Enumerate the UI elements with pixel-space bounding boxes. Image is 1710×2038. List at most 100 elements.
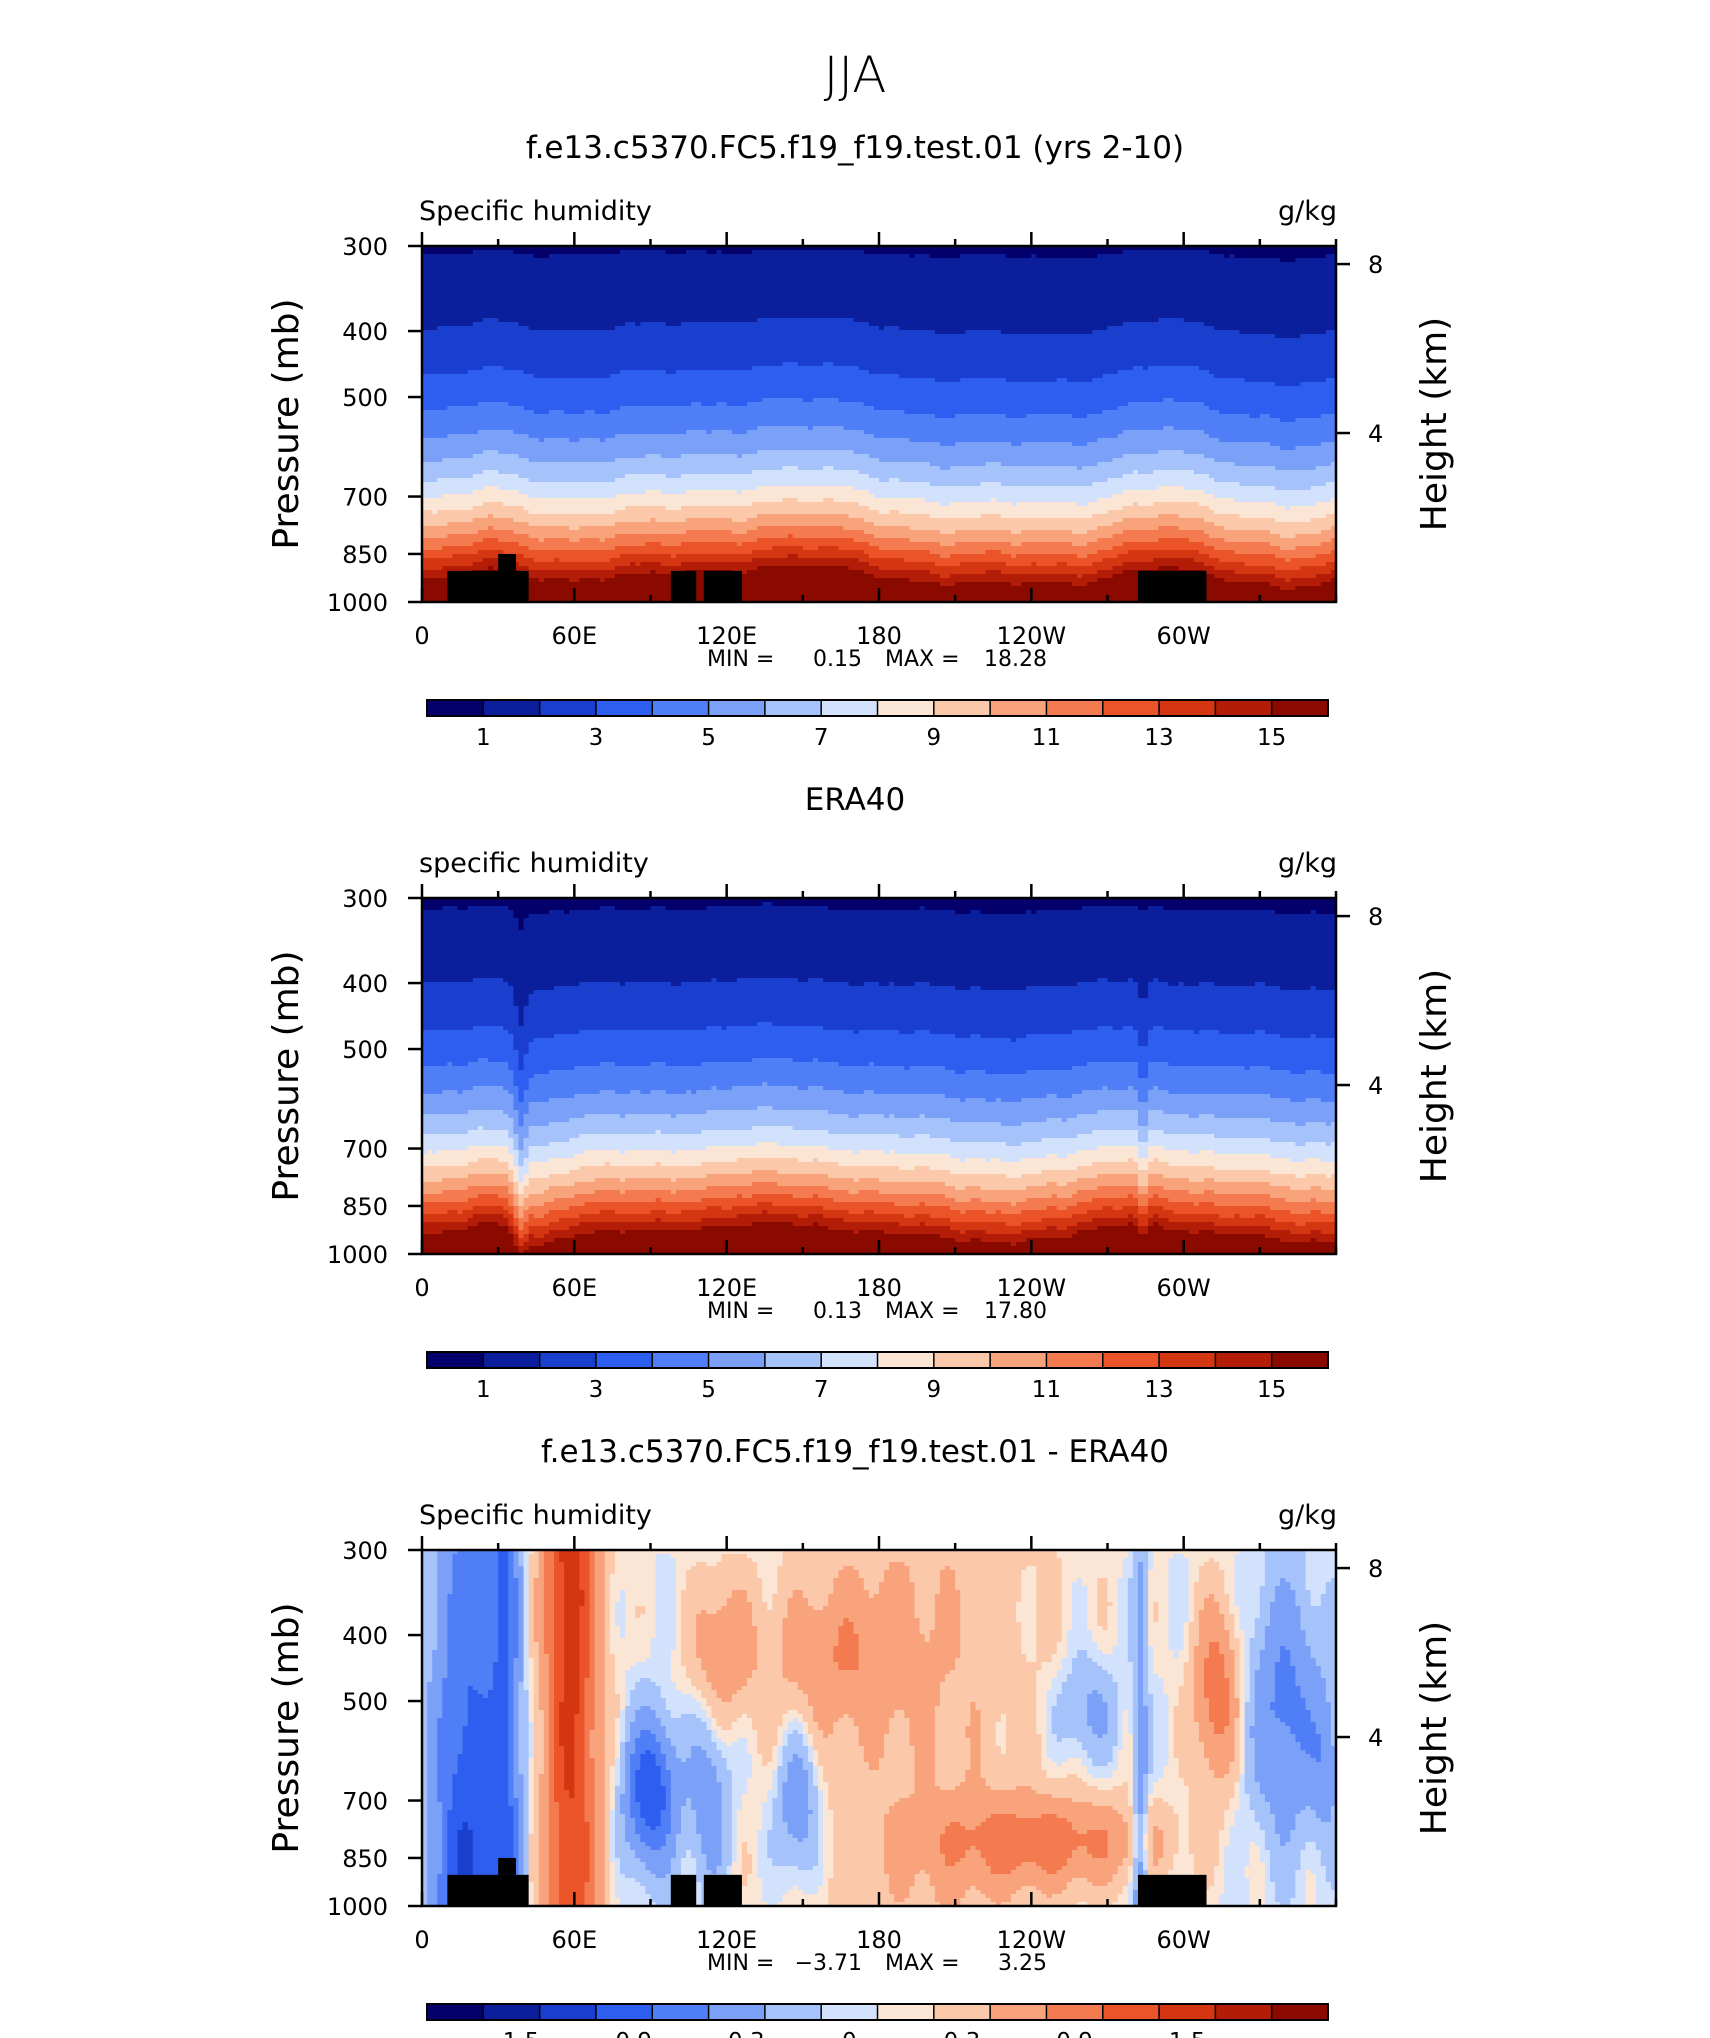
contour-cell: [1234, 1630, 1246, 1635]
contour-cell: [1158, 1602, 1170, 1607]
contour-cell: [548, 1746, 555, 1751]
contour-cell: [533, 1706, 540, 1711]
contour-cell: [1036, 1670, 1058, 1675]
contour-cell: [797, 1682, 941, 1687]
contour-cell: [818, 1194, 946, 1199]
contour-cell: [422, 1578, 438, 1583]
contour-cell: [447, 1210, 459, 1215]
contour-cell: [995, 1098, 1002, 1103]
contour-cell: [691, 1754, 707, 1759]
contour-cell: [650, 1638, 677, 1643]
contour-cell: [422, 1682, 428, 1687]
contour-cell: [680, 1210, 763, 1215]
contour-cell: [1290, 1158, 1307, 1163]
contour-cell: [686, 530, 733, 535]
contour-cell: [533, 1074, 1139, 1079]
contour-cell: [554, 1646, 565, 1651]
contour-cell: [1087, 1618, 1098, 1623]
contour-cell: [1082, 906, 1139, 911]
contour-cell: [777, 1758, 784, 1763]
contour-cell: [604, 1758, 616, 1763]
contour-cell: [422, 1738, 428, 1743]
colorbar-swatch: [1102, 700, 1160, 716]
contour-cell: [1137, 1670, 1144, 1675]
contour-cell: [1153, 1782, 1185, 1787]
contour-cell: [422, 958, 1337, 963]
contour-cell: [1071, 582, 1088, 587]
contour-cell: [1112, 1746, 1124, 1751]
contour-cell: [1315, 1662, 1337, 1667]
contour-cell: [528, 1778, 535, 1783]
contour-cell: [1066, 1674, 1114, 1679]
contour-cell: [528, 1590, 535, 1595]
contour-cell: [1239, 1694, 1246, 1699]
contour-cell: [422, 1558, 438, 1563]
contour-cell: [1132, 1754, 1139, 1759]
contour-cell: [1183, 1662, 1195, 1667]
contour-cell: [528, 1602, 535, 1607]
contour-cell: [447, 522, 530, 527]
contour-cell: [422, 1026, 474, 1031]
contour-cell: [1153, 1750, 1170, 1755]
contour-cell: [1041, 1666, 1063, 1671]
contour-cell: [1127, 1582, 1139, 1587]
contour-cell: [620, 1714, 626, 1719]
contour-cell: [1224, 1774, 1241, 1779]
contour-cell: [1168, 1646, 1185, 1651]
contour-cell: [655, 1574, 677, 1579]
contour-cell: [543, 1758, 550, 1763]
contour-cell: [1239, 1754, 1246, 1759]
contour-cell: [752, 1754, 763, 1759]
contour-cell: [1300, 1690, 1327, 1695]
contour-cell: [1280, 1034, 1312, 1039]
contour-cell: [655, 1198, 662, 1203]
contour-cell: [1214, 1178, 1337, 1183]
contour-cell: [1198, 1738, 1236, 1743]
contour-cell: [752, 1614, 789, 1619]
contour-cell: [1127, 1626, 1139, 1631]
contour-cell: [731, 430, 748, 435]
contour-cell: [635, 1778, 662, 1783]
contour-cell: [1193, 558, 1220, 563]
contour-cell: [731, 530, 748, 535]
contour-cell: [1214, 494, 1337, 499]
contour-cell: [554, 1606, 565, 1611]
contour-cell: [1026, 1186, 1098, 1191]
contour-cell: [569, 1170, 753, 1175]
contour-cell: [523, 1622, 530, 1627]
contour-cell: [645, 1606, 657, 1611]
contour-cell: [818, 1158, 961, 1163]
contour-cell: [965, 1734, 982, 1739]
contour-cell: [1102, 410, 1220, 415]
contour-cell: [625, 1598, 657, 1603]
contour-cell: [1148, 1766, 1154, 1771]
contour-cell: [1173, 1738, 1200, 1743]
contour-cell: [1127, 1718, 1134, 1723]
contour-cell: [807, 1782, 814, 1787]
contour-cell: [528, 1662, 535, 1667]
colorbar-label: 7: [814, 1377, 829, 1403]
contour-cell: [523, 1614, 530, 1619]
contour-cell: [518, 542, 647, 547]
contour-cell: [432, 1674, 448, 1679]
contour-cell: [584, 1762, 596, 1767]
contour-cell: [1168, 1614, 1190, 1619]
contour-cell: [640, 1678, 652, 1683]
contour-cell: [955, 1662, 1043, 1667]
contour-cell: [604, 1658, 616, 1663]
contour-cell: [797, 1214, 809, 1219]
contour-cell: [675, 1622, 682, 1627]
contour-cell: [422, 1058, 479, 1063]
topography-block: [1137, 570, 1207, 602]
contour-cell: [1082, 1758, 1093, 1763]
contour-cell: [1137, 1754, 1149, 1759]
contour-cell: [625, 1750, 636, 1755]
contour-cell: [1127, 1594, 1139, 1599]
contour-cell: [1137, 1070, 1149, 1075]
contour-cell: [1209, 1650, 1220, 1655]
contour-cell: [1168, 1694, 1180, 1699]
contour-cell: [422, 390, 1337, 395]
contour-cell: [711, 1722, 718, 1727]
contour-cell: [787, 1762, 804, 1767]
